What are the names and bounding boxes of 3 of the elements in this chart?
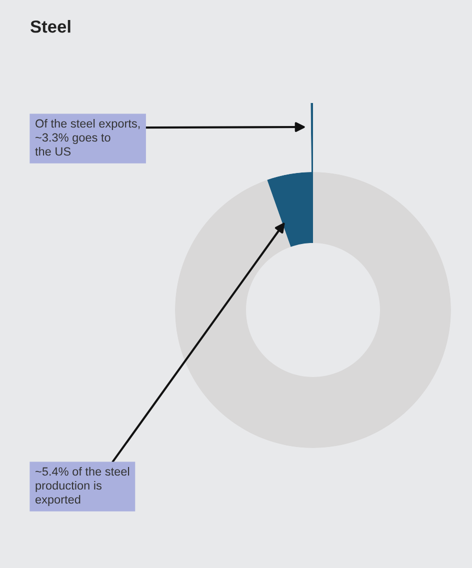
text: ~5.4% of the steel production is exported xyxy=(36,467,130,506)
text: Of the steel exports, ~3.3% goes to the US xyxy=(35,119,140,156)
chart-title: Steel xyxy=(30,20,70,33)
